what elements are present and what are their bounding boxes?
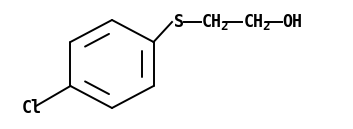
Text: Cl: Cl bbox=[22, 99, 42, 117]
Text: S: S bbox=[174, 13, 184, 31]
Text: CH: CH bbox=[202, 13, 222, 31]
Text: CH: CH bbox=[244, 13, 264, 31]
Text: 2: 2 bbox=[220, 21, 227, 34]
Text: OH: OH bbox=[282, 13, 302, 31]
Text: 2: 2 bbox=[262, 21, 269, 34]
